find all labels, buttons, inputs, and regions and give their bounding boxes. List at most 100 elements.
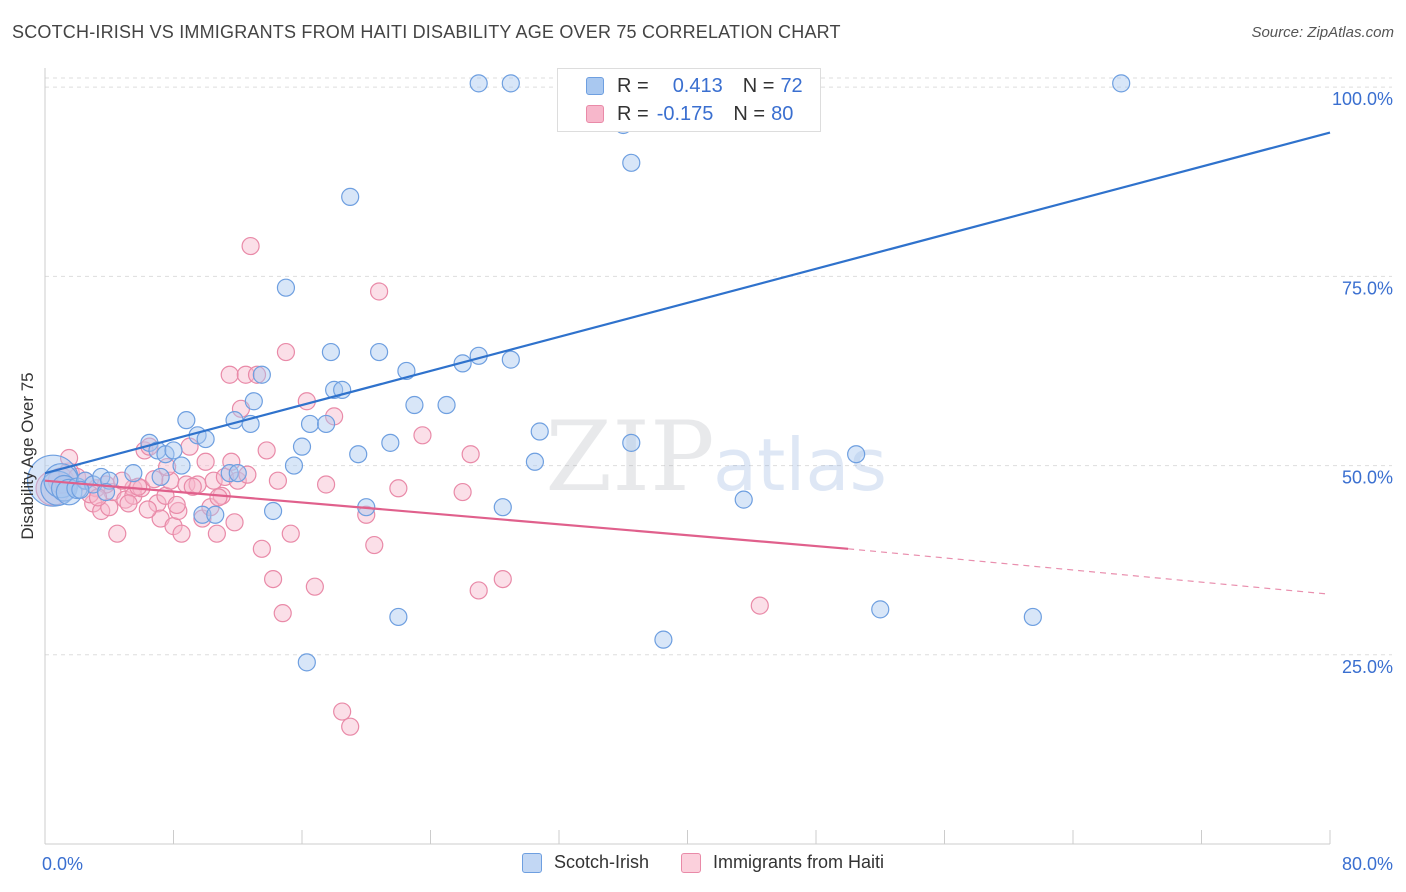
- haiti-point: [493, 569, 512, 589]
- scotch-irish-point: [151, 467, 170, 487]
- haiti-point: [268, 471, 288, 490]
- scotch-irish-point: [193, 505, 212, 524]
- scotch-irish-point: [493, 498, 512, 517]
- scotch-irish-point: [297, 653, 316, 672]
- scotch-irish-point: [177, 411, 196, 430]
- legend-row-haiti: R = -0.175 N = 80: [558, 101, 793, 127]
- haiti-point: [183, 477, 202, 496]
- haiti-point: [389, 479, 408, 498]
- scotch-irish-point: [349, 445, 368, 464]
- scotch-irish-point: [871, 600, 890, 619]
- haiti-point: [276, 342, 296, 362]
- scotch-irish-point: [292, 437, 312, 456]
- legend-row-scotch-irish: R = 0.413 N = 72: [558, 73, 803, 99]
- source-label: Source: ZipAtlas.com: [1251, 24, 1394, 41]
- legend-r-value: -0.175: [656, 102, 714, 125]
- haiti-trend-extension: [848, 548, 1331, 595]
- watermark-zip: ZIP: [545, 401, 714, 513]
- scotch-irish-point: [525, 452, 545, 471]
- haiti-point: [281, 524, 300, 543]
- scotch-irish-point: [654, 630, 673, 649]
- scotch-irish-point: [405, 395, 424, 415]
- watermark-atlas: atlas: [713, 423, 887, 507]
- haiti-point: [357, 505, 376, 524]
- series-legend: Scotch-Irish Immigrants from Haiti: [0, 852, 1406, 873]
- scotch-irish-point: [847, 445, 866, 464]
- scotch-irish-point: [206, 505, 225, 524]
- legend-swatch-pink: [681, 852, 701, 873]
- scotch-irish-point: [276, 278, 296, 297]
- scotch-irish-point: [622, 153, 641, 172]
- haiti-point: [333, 702, 352, 721]
- scotch-irish-trend-line: [44, 131, 1331, 475]
- scotch-irish-point: [1112, 74, 1131, 93]
- haiti-point: [220, 365, 239, 384]
- haiti-point: [305, 577, 324, 596]
- scotch-irish-point: [341, 187, 360, 206]
- haiti-trend-line: [44, 479, 849, 550]
- scotch-irish-point: [501, 74, 520, 93]
- legend-item-scotch-irish[interactable]: Scotch-Irish: [521, 852, 649, 873]
- scotch-irish-point: [252, 365, 271, 384]
- legend-n-value: 80: [771, 102, 794, 125]
- x-tick-label: 0.0%: [42, 854, 83, 874]
- haiti-point: [247, 365, 267, 384]
- scotch-irish-point: [370, 342, 389, 362]
- scotch-irish-point: [228, 464, 247, 483]
- haiti-point: [225, 513, 244, 532]
- haiti-point: [273, 604, 292, 623]
- haiti-point: [169, 501, 188, 521]
- scotch-irish-point: [172, 456, 191, 475]
- haiti-point: [341, 717, 360, 736]
- y-tick-label: 50.0%: [1342, 468, 1393, 488]
- haiti-point: [119, 494, 138, 513]
- legend-n-value: 72: [780, 74, 803, 97]
- scotch-irish-point: [734, 490, 753, 509]
- scotch-irish-point: [501, 350, 520, 369]
- y-tick-label: 100.0%: [1332, 89, 1393, 109]
- scotch-irish-point: [622, 433, 641, 452]
- haiti-point: [453, 482, 472, 502]
- haiti-point: [461, 445, 480, 464]
- legend-swatch-pink: [586, 105, 604, 123]
- haiti-point: [167, 495, 186, 515]
- legend-n-label: N =: [733, 102, 766, 125]
- legend-r-label: R =: [617, 74, 649, 97]
- scotch-irish-point: [381, 433, 400, 452]
- y-tick-label: 75.0%: [1342, 278, 1393, 298]
- trend-lines: [44, 131, 1331, 595]
- stats-legend: R = 0.413 N = 72 R = -0.175 N = 80: [557, 68, 821, 132]
- scotch-irish-point: [284, 456, 304, 475]
- legend-swatch-blue: [521, 852, 542, 873]
- scotch-irish-point: [124, 464, 143, 483]
- scotch-irish-point: [389, 607, 408, 627]
- haiti-point: [222, 452, 241, 471]
- haiti-point: [413, 426, 432, 445]
- scotch-irish-point: [469, 74, 488, 93]
- legend-label: Scotch-Irish: [553, 852, 649, 872]
- legend-item-haiti[interactable]: Immigrants from Haiti: [681, 852, 884, 873]
- haiti-point: [469, 581, 488, 600]
- haiti-point: [209, 488, 228, 507]
- haiti-point: [316, 475, 336, 494]
- haiti-point: [138, 500, 157, 519]
- haiti-point: [196, 452, 215, 471]
- haiti-point: [172, 524, 191, 543]
- scotch-irish-point: [225, 411, 244, 430]
- y-axis-label: Disability Age Over 75: [18, 372, 37, 540]
- legend-label: Immigrants from Haiti: [713, 852, 885, 872]
- legend-r-value: 0.413: [672, 74, 723, 97]
- scotch-irish-points: [26, 74, 1131, 672]
- scotch-irish-point: [164, 441, 183, 460]
- scotch-irish-point: [300, 414, 320, 434]
- haiti-point: [241, 236, 260, 256]
- legend-swatch-blue: [586, 77, 604, 95]
- haiti-point: [257, 441, 276, 460]
- scotch-irish-point: [316, 414, 336, 434]
- legend-r-label: R =: [617, 102, 649, 125]
- haiti-point: [129, 477, 148, 496]
- scotch-irish-point: [96, 482, 116, 502]
- watermark: ZIP atlas: [545, 401, 887, 513]
- haiti-point: [370, 282, 389, 301]
